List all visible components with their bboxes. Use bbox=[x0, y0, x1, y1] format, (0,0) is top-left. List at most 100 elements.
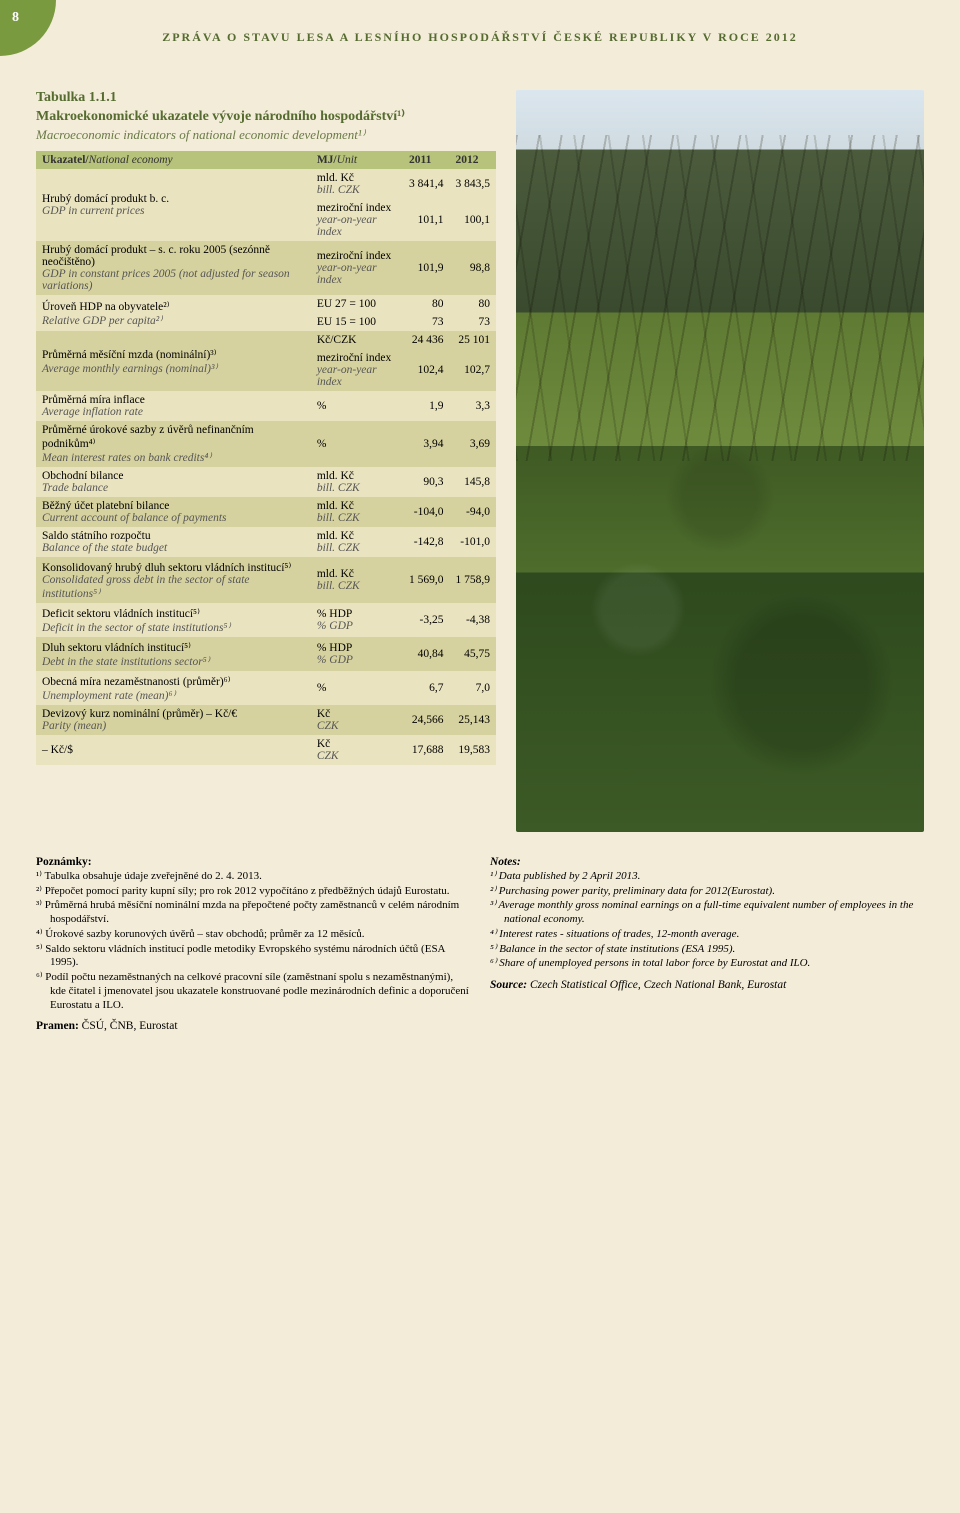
table-row: Běžný účet platební bilanceCurrent accou… bbox=[36, 497, 496, 527]
value-2012: -4,38 bbox=[449, 603, 496, 637]
col-2012: 2012 bbox=[449, 151, 496, 169]
value-2011: 101,1 bbox=[403, 199, 450, 241]
table-row: Konsolidovaný hrubý dluh sektoru vládníc… bbox=[36, 557, 496, 603]
table-row: Průměrná míra inflaceAverage inflation r… bbox=[36, 391, 496, 421]
note-item: ¹⁾ Tabulka obsahuje údaje zveřejněné do … bbox=[50, 870, 470, 884]
row-label-cell: Úroveň HDP na obyvatele²⁾Relative GDP pe… bbox=[36, 295, 311, 331]
note-item: ³⁾ Průměrná hrubá měsíční nominální mzda… bbox=[50, 899, 470, 927]
value-2012: 3 843,5 bbox=[449, 169, 496, 199]
value-2012: 25,143 bbox=[449, 705, 496, 735]
row-label-cell: – Kč/$ bbox=[36, 735, 311, 765]
value-2012: 19,583 bbox=[449, 735, 496, 765]
table-row: – Kč/$KčCZK17,68819,583 bbox=[36, 735, 496, 765]
unit-cell: % HDP% GDP bbox=[311, 637, 403, 671]
notes-cz: Poznámky: ¹⁾ Tabulka obsahuje údaje zveř… bbox=[36, 856, 470, 1033]
value-2011: -3,25 bbox=[403, 603, 450, 637]
note-item: ⁶⁾ Podíl počtu nezaměstnaných na celkové… bbox=[50, 971, 470, 1012]
table-caption: Tabulka 1.1.1 bbox=[36, 90, 496, 106]
unit-cell: mld. Kčbill. CZK bbox=[311, 467, 403, 497]
source-cz-label: Pramen: bbox=[36, 1020, 79, 1032]
row-label-cell: Devizový kurz nominální (průměr) – Kč/€P… bbox=[36, 705, 311, 735]
value-2012: 1 758,9 bbox=[449, 557, 496, 603]
value-2011: 80 bbox=[403, 295, 450, 313]
unit-cell: KčCZK bbox=[311, 735, 403, 765]
note-item: ¹⁾ Data published by 2 April 2013. bbox=[504, 870, 924, 884]
unit-cell: EU 15 = 100 bbox=[311, 313, 403, 331]
table-title-en: Macroeconomic indicators of national eco… bbox=[36, 127, 496, 143]
note-item: ⁵⁾ Saldo sektoru vládních institucí podl… bbox=[50, 943, 470, 971]
value-2012: 98,8 bbox=[449, 241, 496, 295]
row-label-cell: Saldo státního rozpočtuBalance of the st… bbox=[36, 527, 311, 557]
value-2011: 90,3 bbox=[403, 467, 450, 497]
col-unit: MJ/Unit bbox=[311, 151, 403, 169]
value-2012: 73 bbox=[449, 313, 496, 331]
note-item: ⁴⁾ Úrokové sazby korunových úvěrů – stav… bbox=[50, 928, 470, 942]
table-row: Dluh sektoru vládních institucí⁵⁾Debt in… bbox=[36, 637, 496, 671]
note-item: ³⁾ Average monthly gross nominal earning… bbox=[504, 899, 924, 927]
value-2011: -104,0 bbox=[403, 497, 450, 527]
value-2011: 1 569,0 bbox=[403, 557, 450, 603]
unit-cell: % HDP% GDP bbox=[311, 603, 403, 637]
value-2012: 100,1 bbox=[449, 199, 496, 241]
unit-cell: EU 27 = 100 bbox=[311, 295, 403, 313]
forest-photo bbox=[516, 90, 924, 832]
table-row: Obecná míra nezaměstnanosti (průměr)⁶⁾Un… bbox=[36, 671, 496, 705]
source-en-label: Source: bbox=[490, 979, 527, 991]
value-2011: 17,688 bbox=[403, 735, 450, 765]
unit-cell: KčCZK bbox=[311, 705, 403, 735]
value-2011: 3 841,4 bbox=[403, 169, 450, 199]
table-row: Hrubý domácí produkt b. c.GDP in current… bbox=[36, 169, 496, 199]
value-2011: 40,84 bbox=[403, 637, 450, 671]
value-2012: 7,0 bbox=[449, 671, 496, 705]
value-2011: 6,7 bbox=[403, 671, 450, 705]
value-2012: 145,8 bbox=[449, 467, 496, 497]
value-2011: -142,8 bbox=[403, 527, 450, 557]
source-en-text: Czech Statistical Office, Czech National… bbox=[530, 979, 786, 991]
table-row: Úroveň HDP na obyvatele²⁾Relative GDP pe… bbox=[36, 295, 496, 313]
unit-cell: meziroční indexyear-on-year index bbox=[311, 199, 403, 241]
unit-cell: meziroční indexyear-on-year index bbox=[311, 241, 403, 295]
unit-cell: mld. Kčbill. CZK bbox=[311, 527, 403, 557]
unit-cell: mld. Kčbill. CZK bbox=[311, 557, 403, 603]
unit-cell: % bbox=[311, 421, 403, 467]
source-cz-text: ČSÚ, ČNB, Eurostat bbox=[82, 1020, 178, 1032]
table-title-cz: Makroekonomické ukazatele vývoje národní… bbox=[36, 108, 496, 126]
value-2012: 80 bbox=[449, 295, 496, 313]
notes-en-heading: Notes: bbox=[490, 856, 924, 868]
row-label-cell: Běžný účet platební bilanceCurrent accou… bbox=[36, 497, 311, 527]
note-item: ⁵⁾ Balance in the sector of state instit… bbox=[504, 943, 924, 957]
unit-cell: mld. Kčbill. CZK bbox=[311, 169, 403, 199]
value-2011: 24 436 bbox=[403, 331, 450, 349]
note-item: ⁶⁾ Share of unemployed persons in total … bbox=[504, 957, 924, 971]
unit-cell: meziroční indexyear-on-year index bbox=[311, 349, 403, 391]
notes-en: Notes: ¹⁾ Data published by 2 April 2013… bbox=[490, 856, 924, 1033]
value-2012: 3,3 bbox=[449, 391, 496, 421]
value-2012: 102,7 bbox=[449, 349, 496, 391]
value-2012: -101,0 bbox=[449, 527, 496, 557]
col-indicator: Ukazatel/National economy bbox=[36, 151, 311, 169]
page-number-badge: 8 bbox=[0, 0, 56, 56]
value-2012: 3,69 bbox=[449, 421, 496, 467]
unit-cell: % bbox=[311, 391, 403, 421]
table-row: Průměrná měsíční mzda (nominální)³⁾Avera… bbox=[36, 331, 496, 349]
notes-cz-heading: Poznámky: bbox=[36, 856, 470, 868]
row-label-cell: Hrubý domácí produkt b. c.GDP in current… bbox=[36, 169, 311, 241]
page-title: ZPRÁVA O STAVU LESA A LESNÍHO HOSPODÁŘST… bbox=[36, 24, 924, 45]
value-2011: 1,9 bbox=[403, 391, 450, 421]
col-2011: 2011 bbox=[403, 151, 450, 169]
row-label-cell: Deficit sektoru vládních institucí⁵⁾Defi… bbox=[36, 603, 311, 637]
row-label-cell: Průměrné úrokové sazby z úvěrů nefinančn… bbox=[36, 421, 311, 467]
table-row: Devizový kurz nominální (průměr) – Kč/€P… bbox=[36, 705, 496, 735]
value-2012: 25 101 bbox=[449, 331, 496, 349]
note-item: ²⁾ Purchasing power parity, preliminary … bbox=[504, 885, 924, 899]
value-2011: 101,9 bbox=[403, 241, 450, 295]
value-2011: 73 bbox=[403, 313, 450, 331]
value-2011: 24,566 bbox=[403, 705, 450, 735]
row-label-cell: Obchodní bilanceTrade balance bbox=[36, 467, 311, 497]
value-2011: 102,4 bbox=[403, 349, 450, 391]
table-row: Saldo státního rozpočtuBalance of the st… bbox=[36, 527, 496, 557]
macro-indicators-table: Ukazatel/National economy MJ/Unit 2011 2… bbox=[36, 151, 496, 765]
note-item: ⁴⁾ Interest rates - situations of trades… bbox=[504, 928, 924, 942]
unit-cell: mld. Kčbill. CZK bbox=[311, 497, 403, 527]
table-row: Deficit sektoru vládních institucí⁵⁾Defi… bbox=[36, 603, 496, 637]
